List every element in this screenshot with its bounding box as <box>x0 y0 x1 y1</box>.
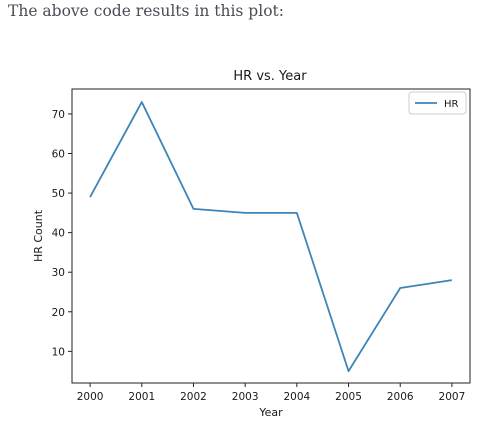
y-tick-label: 50 <box>52 188 65 200</box>
x-tick-label: 2002 <box>180 391 207 403</box>
y-tick-label: 70 <box>52 109 65 121</box>
y-tick-label: 20 <box>52 307 65 319</box>
series-line-hr <box>89 101 453 373</box>
y-tick-label: 30 <box>52 267 65 279</box>
y-axis: 10 20 30 40 50 60 70 <box>52 109 72 358</box>
x-axis: 2000 2001 2002 2003 2004 2005 2006 2007 <box>77 383 466 403</box>
x-tick-label: 2006 <box>387 391 414 403</box>
x-tick-label: 2005 <box>335 391 362 403</box>
chart-title: HR vs. Year <box>233 69 307 84</box>
x-tick-label: 2003 <box>232 391 259 403</box>
x-tick-label: 2001 <box>128 391 155 403</box>
intro-text: The above code results in this plot: <box>8 2 284 20</box>
series-group <box>89 101 453 373</box>
x-tick-label: 2007 <box>439 391 466 403</box>
y-tick-label: 60 <box>52 148 65 160</box>
legend-label-hr: HR <box>444 99 459 110</box>
x-axis-label: Year <box>258 406 283 419</box>
legend: HR <box>408 91 467 115</box>
x-tick-label: 2000 <box>77 391 104 403</box>
x-tick-label: 2004 <box>283 391 310 403</box>
y-axis-label: HR Count <box>32 209 45 262</box>
legend-box <box>408 91 467 115</box>
y-tick-label: 10 <box>52 346 65 358</box>
y-tick-label: 40 <box>52 228 65 240</box>
plot-area <box>71 88 471 384</box>
